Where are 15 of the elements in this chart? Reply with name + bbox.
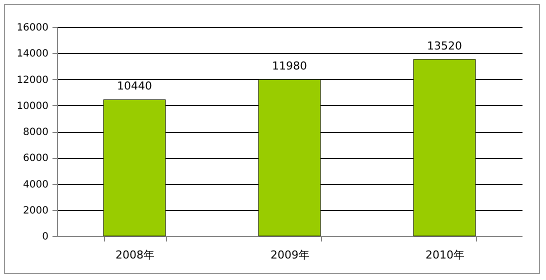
x-tick-label: 2009年 [270, 248, 310, 262]
y-tick-label: 14000 [16, 48, 48, 60]
data-label: 10440 [117, 80, 152, 93]
y-tick-label: 6000 [23, 153, 48, 164]
y-tick-label: 0 [42, 232, 48, 242]
y-tick-label: 16000 [16, 22, 48, 34]
y-tick-label: 2000 [23, 205, 48, 216]
y-tick-label: 12000 [16, 74, 48, 86]
y-tick-label: 4000 [23, 179, 48, 190]
data-label: 13520 [427, 39, 462, 52]
y-tick-label: 10000 [16, 100, 48, 112]
x-tick-label: 2010年 [426, 248, 464, 262]
x-tick-label: 2008年 [116, 248, 154, 262]
y-tick-label: 8000 [23, 127, 48, 138]
data-label: 11980 [272, 60, 307, 73]
